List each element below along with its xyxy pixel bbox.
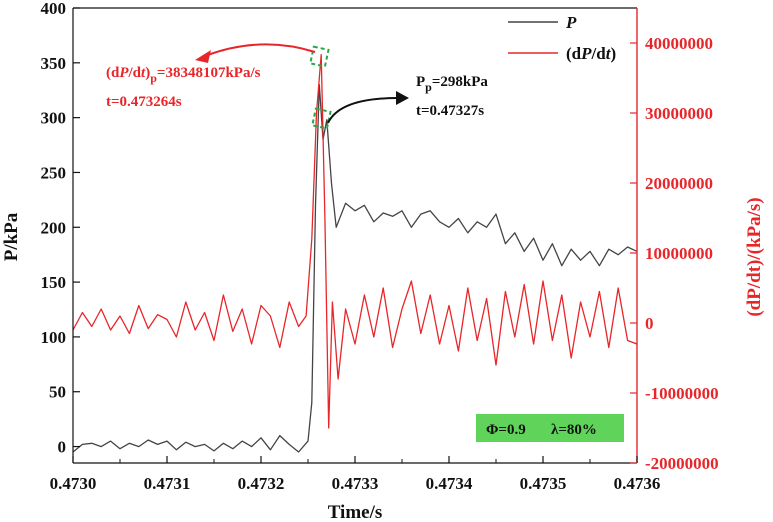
right-y-tick-label: 10000000: [645, 244, 713, 263]
legend-label-pressure: P: [565, 13, 577, 32]
left-y-tick-label: 100: [41, 328, 67, 347]
peak-rate-arrow: [204, 43, 316, 57]
peak-rate-time: t=0.473264s: [106, 94, 182, 110]
left-y-tick-label: 300: [41, 109, 67, 128]
left-y-tick-label: 400: [41, 0, 67, 18]
peak-pressure-time: t=0.47327s: [416, 103, 484, 119]
series-layer: [72, 53, 638, 453]
condition-badge-lambda: λ=80%: [551, 422, 597, 438]
peak-pressure-arrow: [327, 97, 399, 124]
x-axis-title: Time/s: [328, 502, 383, 522]
left-y-tick-label: 350: [41, 54, 67, 73]
x-tick-label: 0.4732: [238, 474, 285, 493]
peak-pressure-label: Pp=298kPa: [416, 74, 488, 94]
legend: P (dP/dt): [508, 13, 616, 63]
rate-series-line: [72, 53, 638, 429]
x-tick-label: 0.4733: [332, 474, 379, 493]
condition-badge-phi: Φ=0.9: [486, 422, 526, 438]
left-y-tick-label: 200: [41, 218, 67, 237]
peak-rate-label: (dP/dt)p=38348107kPa/s: [106, 65, 261, 85]
left-y-tick-label: 50: [49, 383, 66, 402]
left-y-tick-label: 0: [58, 438, 67, 457]
right-y-tick-label: 40000000: [645, 34, 713, 53]
x-tick-label: 0.4735: [520, 474, 567, 493]
legend-label-rate: (dP/dt): [566, 44, 616, 63]
right-y-tick-label: 30000000: [645, 104, 713, 123]
peak-pressure-arrowhead: [396, 91, 409, 105]
x-tick-label: 0.4734: [426, 474, 473, 493]
peak-rate-arrowhead: [195, 50, 211, 63]
x-tick-label: 0.4731: [144, 474, 191, 493]
x-tick-label: 0.4736: [614, 474, 661, 493]
axes: 0.4730 0.4731 0.4732 0.4733 0.4734 0.4735 0.47…: [41, 0, 719, 493]
left-y-tick-label: 150: [41, 273, 67, 292]
pressure-series-line: [72, 84, 638, 453]
right-y-tick-label: -20000000: [645, 454, 719, 473]
peak-rate-marker: [309, 45, 330, 68]
left-axis-title: P/kPa: [1, 212, 22, 261]
right-y-tick-label: -10000000: [645, 384, 719, 403]
condition-badge: [476, 414, 624, 442]
right-y-tick-label: 0: [645, 314, 654, 333]
left-y-tick-label: 250: [41, 163, 67, 182]
x-tick-label: 0.4730: [50, 474, 97, 493]
right-axis-title: (dP/dt)/(kPa/s): [744, 197, 765, 316]
right-y-tick-label: 20000000: [645, 174, 713, 193]
